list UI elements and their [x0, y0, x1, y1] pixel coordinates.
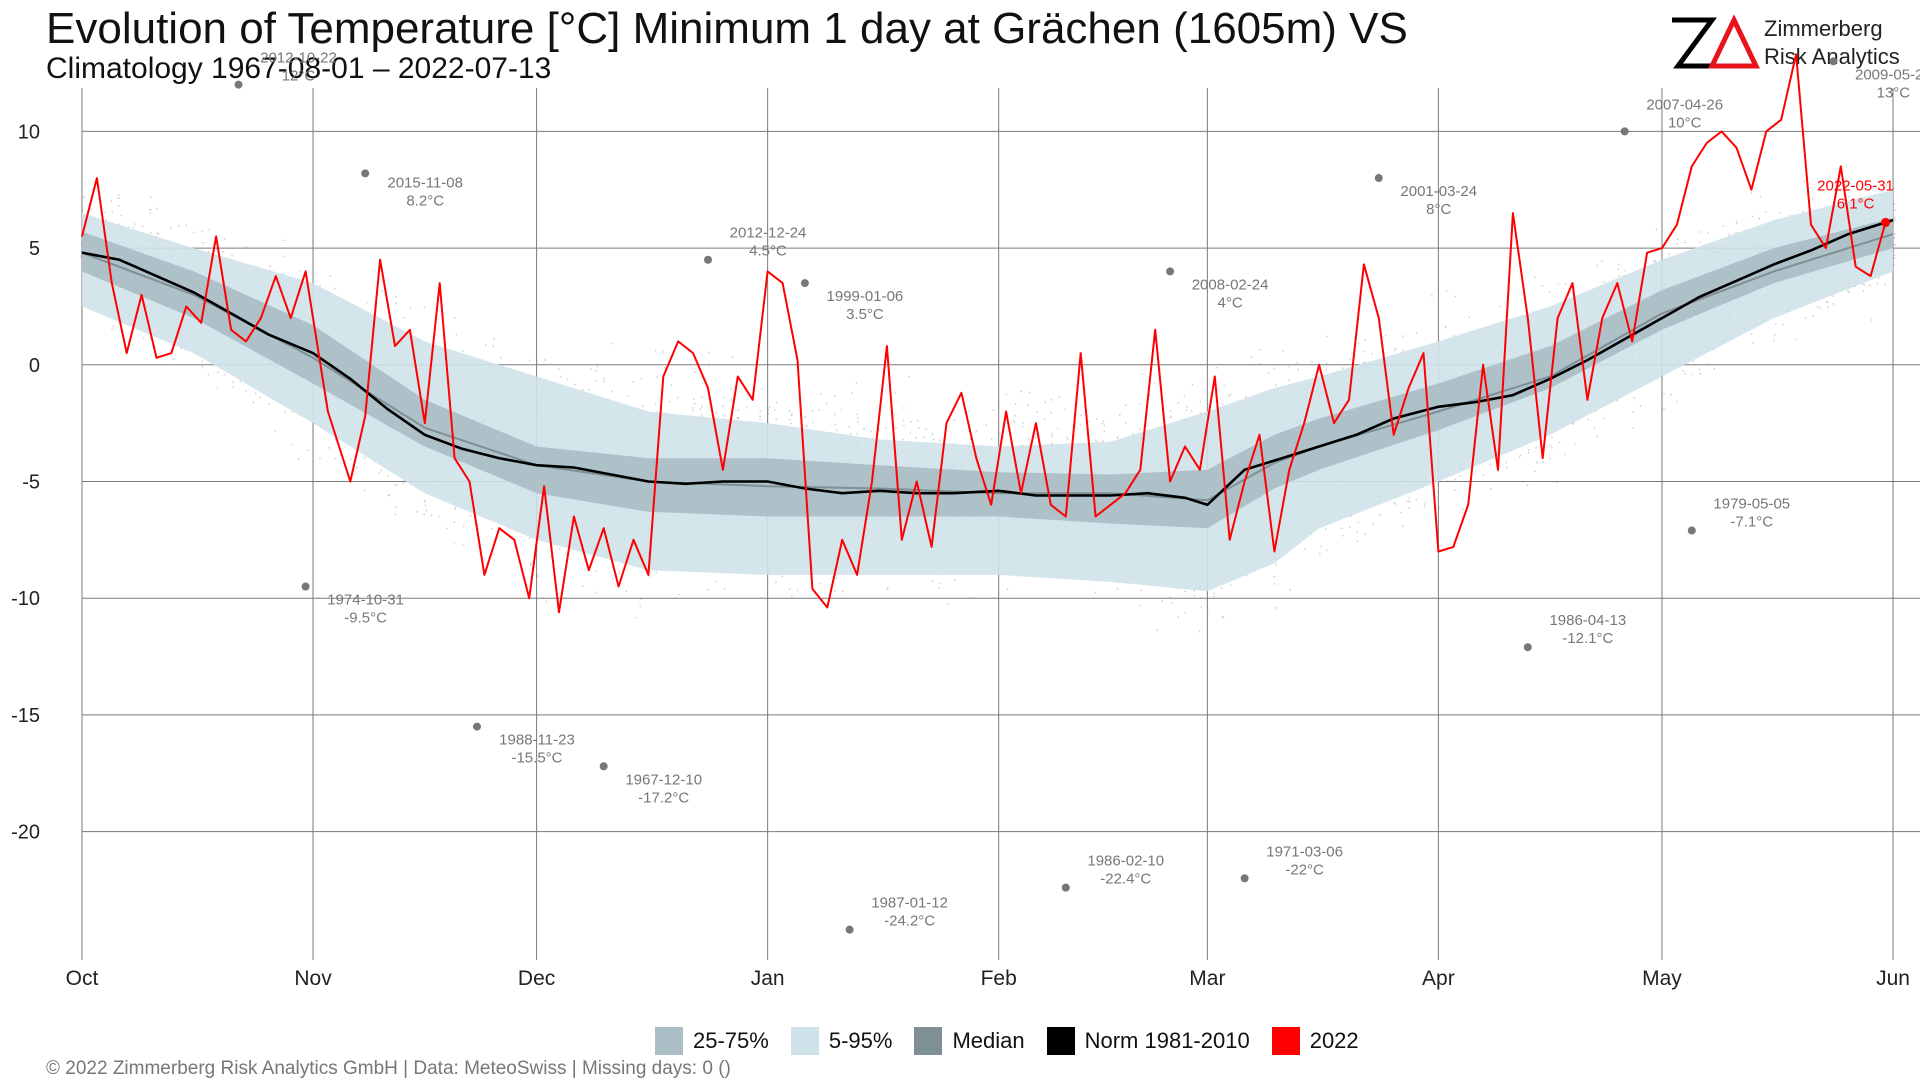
legend-label-1: 5-95% — [828, 1028, 893, 1053]
legend: 25-75% 5-95% Median Norm 1981-2010 2022 — [655, 1024, 1381, 1058]
record-value-10: -22°C — [1285, 861, 1324, 878]
y-tick-label-6: -20 — [11, 822, 40, 844]
series-2022-line — [81, 53, 1887, 614]
y-tick-label-1: 5 — [29, 238, 40, 260]
legend-swatch-1 — [790, 1027, 819, 1055]
record-value-7: -24.2°C — [884, 913, 935, 930]
percentile-bands — [82, 189, 1893, 592]
record-point-9 — [1166, 267, 1175, 276]
x-tick-label-5: Mar — [1189, 967, 1225, 990]
record-value-4: -17.2°C — [638, 789, 689, 806]
x-tick-label-3: Jan — [751, 967, 785, 990]
record-point-6 — [800, 279, 809, 288]
legend-swatch-3 — [1046, 1027, 1075, 1055]
footer-credit: © 2022 Zimmerberg Risk Analytics GmbH | … — [46, 1058, 731, 1079]
record-value-14: -7.1°C — [1730, 514, 1773, 531]
record-point-5 — [704, 255, 713, 264]
chart-title: Evolution of Temperature [°C] Minimum 1 … — [46, 4, 1408, 53]
legend-label-4: 2022 — [1309, 1028, 1359, 1053]
legend-item-2: Median — [914, 1027, 1025, 1055]
record-value-6: 3.5°C — [846, 306, 884, 323]
record-point-10 — [1240, 874, 1249, 883]
record-value-9: 4°C — [1217, 294, 1242, 311]
record-date-10: 1971-03-06 — [1266, 843, 1343, 860]
record-value-2: -9.5°C — [344, 610, 387, 627]
za-logo-icon — [1672, 14, 1760, 69]
y-tick-label-5: -15 — [11, 705, 40, 727]
record-value-3: -15.5°C — [511, 750, 562, 767]
y-tick-label-0: 10 — [18, 121, 40, 143]
record-date-14: 1979-05-05 — [1713, 496, 1790, 513]
legend-swatch-0 — [655, 1027, 683, 1055]
record-value-12: -12.1°C — [1562, 630, 1613, 647]
record-point-15 — [1829, 57, 1838, 66]
record-value-15: 13°C — [1877, 84, 1911, 101]
x-tick-label-7: May — [1642, 967, 1682, 990]
record-date-11: 2001-03-24 — [1400, 183, 1477, 200]
legend-item-0: 25-75% — [655, 1027, 769, 1055]
record-date-7: 1987-01-12 — [871, 895, 948, 912]
record-date-12: 1986-04-13 — [1549, 612, 1626, 629]
record-point-13 — [1620, 127, 1629, 136]
current-value: 6.1°C — [1837, 195, 1875, 212]
record-date-3: 1988-11-23 — [499, 732, 575, 749]
record-point-2 — [301, 582, 310, 591]
record-date-9: 2008-02-24 — [1192, 276, 1269, 293]
record-point-4 — [599, 762, 608, 771]
legend-label-2: Median — [952, 1028, 1025, 1053]
legend-label-3: Norm 1981-2010 — [1084, 1028, 1250, 1053]
median-line — [81, 233, 1894, 502]
record-value-8: -22.4°C — [1100, 871, 1151, 888]
record-date-0: 2012-10-22 — [260, 50, 337, 67]
record-value-13: 10°C — [1668, 114, 1702, 131]
record-value-1: 8.2°C — [406, 192, 444, 209]
legend-label-0: 25-75% — [693, 1028, 769, 1053]
legend-swatch-4 — [1271, 1027, 1300, 1055]
record-date-1: 2015-11-08 — [387, 174, 463, 191]
record-point-0 — [234, 80, 243, 89]
record-date-2: 1974-10-31 — [327, 592, 404, 609]
band-25-75 — [82, 217, 1893, 529]
record-point-1 — [361, 169, 370, 178]
legend-swatch-2 — [914, 1027, 943, 1055]
norm-line — [81, 218, 1894, 507]
record-date-15: 2009-05-24 — [1855, 66, 1920, 83]
y-tick-label-4: -10 — [11, 588, 40, 610]
record-point-8 — [1061, 883, 1070, 892]
legend-item-4: 2022 — [1271, 1027, 1359, 1055]
y-tick-label-2: 0 — [29, 355, 40, 377]
x-tick-label-1: Nov — [294, 967, 332, 990]
record-point-7 — [845, 925, 854, 934]
temperature-chart: 2012-10-2212°C2015-11-088.2°C1974-10-31-… — [11, 50, 1920, 990]
record-date-13: 2007-04-26 — [1646, 96, 1723, 113]
record-point-12 — [1523, 643, 1532, 652]
record-point-3 — [472, 722, 481, 731]
record-value-11: 8°C — [1426, 201, 1451, 218]
record-date-5: 2012-12-24 — [730, 225, 807, 242]
x-tick-label-0: Oct — [66, 967, 99, 990]
current-point — [1881, 217, 1891, 227]
logo-text-line1: Zimmerberg — [1764, 16, 1883, 41]
record-value-0: 12°C — [282, 68, 316, 85]
chart-subtitle: Climatology 1967-08-01 – 2022-07-13 — [46, 52, 552, 85]
x-tick-label-2: Dec — [518, 967, 555, 990]
y-tick-label-3: -5 — [22, 471, 40, 493]
series-lines — [81, 53, 1894, 614]
record-date-4: 1967-12-10 — [625, 771, 702, 788]
legend-item-1: 5-95% — [790, 1027, 893, 1055]
x-tick-label-4: Feb — [981, 967, 1017, 990]
axis-labels: 10 5 0 -5 -10 -15 -20 Oct Nov Dec Jan Feb Mar Apr May J… — [11, 121, 1910, 990]
record-point-14 — [1687, 526, 1696, 535]
current-date: 2022-05-31 — [1817, 177, 1894, 194]
record-markers: 2012-10-2212°C2015-11-088.2°C1974-10-31-… — [234, 50, 1920, 934]
x-tick-label-6: Apr — [1422, 967, 1455, 990]
record-value-5: 4.5°C — [749, 243, 787, 260]
record-date-8: 1986-02-10 — [1087, 853, 1164, 870]
x-tick-label-8: Jun — [1876, 967, 1910, 990]
record-point-11 — [1374, 174, 1383, 183]
record-date-6: 1999-01-06 — [827, 288, 904, 305]
legend-item-3: Norm 1981-2010 — [1046, 1027, 1250, 1055]
